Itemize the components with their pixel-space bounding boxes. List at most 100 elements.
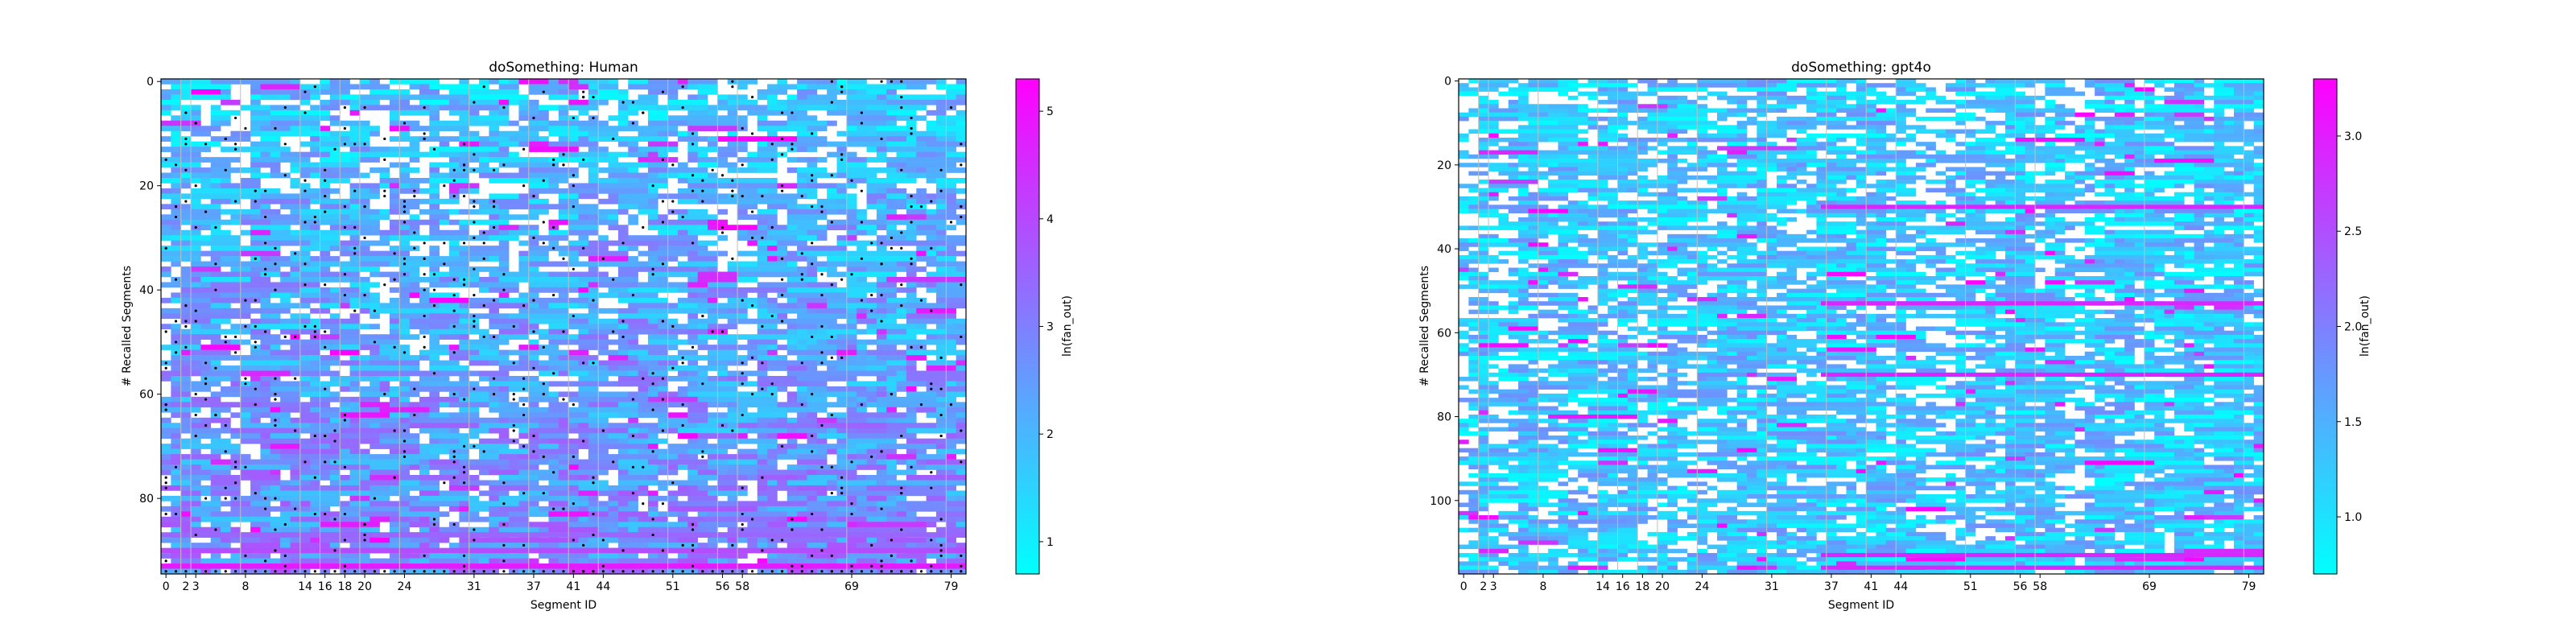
heatmap-cell	[757, 167, 778, 173]
heatmap-cell	[727, 469, 738, 476]
heatmap-cell	[708, 266, 718, 272]
heatmap-cell	[797, 475, 807, 481]
heatmap-cell	[836, 490, 897, 497]
marker-dot	[840, 492, 844, 495]
heatmap-cell	[1518, 137, 1539, 142]
heatmap-cell	[757, 115, 768, 122]
heatmap-cell	[498, 130, 530, 137]
heatmap-cell	[866, 297, 887, 303]
marker-dot	[492, 570, 496, 573]
heatmap-cell	[846, 136, 867, 142]
heatmap-cell	[1866, 146, 1887, 151]
heatmap-cell	[2045, 229, 2056, 235]
heatmap-cell	[1896, 112, 1917, 118]
heatmap-cell	[1975, 95, 1986, 101]
marker-dot	[482, 85, 485, 89]
marker-dot	[522, 492, 526, 495]
x-tick-label: 0	[163, 580, 170, 593]
heatmap-cell	[1608, 87, 1618, 92]
heatmap-cell	[2233, 196, 2244, 201]
heatmap-cell	[757, 444, 778, 449]
marker-dot	[383, 137, 386, 141]
marker-dot	[432, 288, 436, 291]
marker-dot	[224, 423, 227, 427]
heatmap-cell	[1856, 95, 1867, 101]
marker-dot	[294, 570, 297, 573]
heatmap-cell	[320, 250, 331, 257]
marker-dot	[313, 512, 316, 516]
heatmap-cell	[230, 219, 242, 225]
marker-dot	[880, 570, 883, 573]
heatmap-cell	[349, 193, 380, 200]
heatmap-cell	[946, 495, 956, 502]
heatmap-cell	[171, 292, 221, 299]
colorbar-label: ln(fan_out)	[1061, 295, 1074, 357]
heatmap-cell	[1896, 142, 1906, 147]
heatmap-cell	[528, 495, 549, 502]
marker-dot	[750, 96, 754, 99]
heatmap-cell	[489, 94, 530, 101]
marker-dot	[402, 262, 407, 266]
marker-dot	[582, 570, 585, 573]
marker-dot	[194, 533, 197, 537]
heatmap-cell	[250, 376, 261, 382]
heatmap-cell	[786, 543, 807, 548]
heatmap-cell	[2194, 163, 2235, 167]
marker-dot	[651, 518, 654, 521]
marker-dot	[324, 210, 327, 213]
heatmap-cell	[2214, 154, 2235, 159]
heatmap-cell	[548, 339, 569, 345]
heatmap-cell	[2164, 129, 2205, 134]
heatmap-cell	[1786, 154, 1817, 159]
marker-dot	[383, 570, 386, 573]
marker-dot	[691, 174, 695, 177]
heatmap-cell	[1806, 108, 1817, 113]
x-tick-label: 44	[596, 580, 610, 593]
heatmap-cell	[2124, 108, 2215, 113]
heatmap-cell	[687, 313, 698, 320]
heatmap-cell	[509, 516, 530, 522]
heatmap-cell	[906, 292, 917, 299]
heatmap-cell	[369, 543, 390, 548]
marker-dot	[910, 126, 913, 130]
heatmap-cell	[250, 324, 320, 330]
heatmap-cell	[1876, 171, 1887, 176]
heatmap-cell	[399, 204, 420, 210]
marker-dot	[254, 299, 257, 302]
heatmap-cell	[1955, 217, 1986, 222]
heatmap-cell	[886, 120, 897, 126]
marker-dot	[204, 142, 208, 146]
heatmap-cell	[548, 328, 559, 335]
marker-dot	[303, 262, 307, 266]
heatmap-cell	[687, 485, 698, 491]
marker-dot	[761, 324, 764, 328]
marker-dot	[244, 554, 247, 557]
heatmap-cell	[896, 511, 907, 518]
heatmap-cell	[1597, 133, 1629, 138]
heatmap-cell	[1866, 108, 1876, 113]
heatmap-cell	[359, 105, 390, 111]
heatmap-cell	[816, 360, 848, 366]
heatmap-cell	[539, 109, 549, 116]
heatmap-cell	[200, 490, 212, 497]
heatmap-cell	[429, 172, 450, 179]
heatmap-cell	[280, 297, 291, 303]
heatmap-cell	[1716, 167, 1728, 171]
heatmap-cell	[2184, 154, 2215, 159]
heatmap-cell	[906, 391, 927, 398]
heatmap-cell	[1777, 180, 1787, 184]
heatmap-cell	[429, 526, 440, 533]
marker-dot	[800, 278, 803, 281]
heatmap-cell	[489, 469, 500, 476]
heatmap-cell	[2144, 79, 2165, 84]
heatmap-cell	[299, 246, 311, 251]
heatmap-cell	[727, 261, 738, 267]
marker-dot	[244, 382, 247, 386]
heatmap-cell	[210, 136, 251, 142]
marker-dot	[880, 559, 883, 563]
heatmap-cell	[846, 308, 857, 314]
heatmap-cell	[250, 120, 271, 126]
heatmap-cell	[1528, 79, 1558, 84]
marker-dot	[462, 142, 466, 146]
heatmap-cell	[737, 345, 758, 350]
